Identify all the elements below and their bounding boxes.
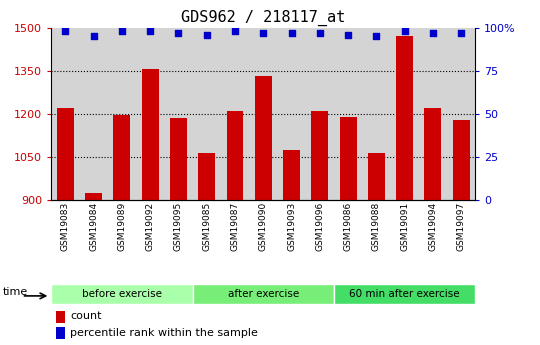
FancyBboxPatch shape xyxy=(193,284,334,304)
Point xyxy=(174,30,183,36)
Point xyxy=(202,32,211,37)
Point xyxy=(343,32,352,37)
Text: count: count xyxy=(70,312,102,321)
Bar xyxy=(113,115,131,200)
Point xyxy=(315,30,324,36)
Text: 60 min after exercise: 60 min after exercise xyxy=(349,289,460,299)
Bar xyxy=(51,28,79,200)
Point xyxy=(146,28,154,34)
Bar xyxy=(226,111,244,200)
Bar xyxy=(340,117,356,200)
Point xyxy=(457,30,465,36)
Point xyxy=(90,33,98,39)
Bar xyxy=(56,310,65,323)
Bar xyxy=(249,28,278,200)
Bar xyxy=(108,28,136,200)
Title: GDS962 / 218117_at: GDS962 / 218117_at xyxy=(181,10,346,26)
Bar xyxy=(221,28,249,200)
Bar xyxy=(396,36,413,200)
Bar xyxy=(334,28,362,200)
Bar xyxy=(141,69,159,200)
Bar xyxy=(193,28,221,200)
Text: before exercise: before exercise xyxy=(82,289,162,299)
Bar xyxy=(198,152,215,200)
Bar xyxy=(368,152,385,200)
Point xyxy=(287,30,296,36)
Bar xyxy=(311,111,328,200)
Bar xyxy=(57,108,74,200)
Point xyxy=(429,30,437,36)
Text: percentile rank within the sample: percentile rank within the sample xyxy=(70,328,258,337)
Bar xyxy=(390,28,418,200)
Bar xyxy=(424,108,441,200)
Bar xyxy=(453,120,470,200)
Bar xyxy=(255,77,272,200)
Text: after exercise: after exercise xyxy=(228,289,299,299)
Bar xyxy=(136,28,164,200)
Point xyxy=(61,28,70,34)
Bar xyxy=(278,28,306,200)
Point xyxy=(118,28,126,34)
Point xyxy=(400,28,409,34)
Bar xyxy=(164,28,193,200)
Bar xyxy=(79,28,108,200)
Bar xyxy=(170,118,187,200)
Text: time: time xyxy=(3,287,28,297)
Point xyxy=(231,28,239,34)
Bar xyxy=(362,28,390,200)
Bar xyxy=(283,150,300,200)
FancyBboxPatch shape xyxy=(51,284,193,304)
Point xyxy=(372,33,381,39)
FancyBboxPatch shape xyxy=(334,284,475,304)
Bar xyxy=(418,28,447,200)
Bar xyxy=(56,327,65,339)
Bar xyxy=(306,28,334,200)
Bar xyxy=(85,193,102,200)
Point xyxy=(259,30,268,36)
Bar xyxy=(447,28,475,200)
